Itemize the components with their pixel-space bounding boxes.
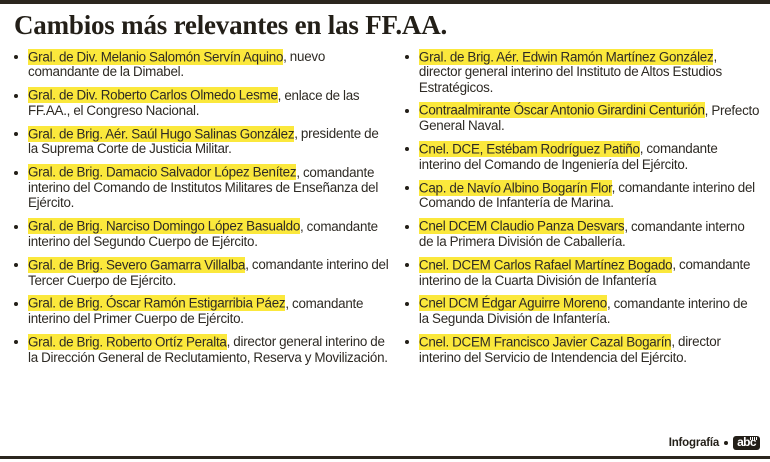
list-item: Cap. de Navío Albino Bogarín Flor, coman… xyxy=(403,179,760,211)
item-highlight: Cnel. DCEM Carlos Rafael Martínez Bogado xyxy=(418,256,673,273)
list-item: Gral. de Div. Melanio Salomón Servín Aqu… xyxy=(12,48,389,80)
right-item-list: Gral. de Brig. Aér. Edwin Ramón Martínez… xyxy=(403,48,760,365)
list-item: Gral. de Div. Roberto Carlos Olmedo Lesm… xyxy=(12,87,389,119)
item-rest: , comandante interino de la Segunda Divi… xyxy=(418,295,748,327)
list-item: Gral. de Brig. Severo Gamarra Villalba, … xyxy=(12,256,389,288)
list-item: Cnel. DCEM Francisco Javier Cazal Bogarí… xyxy=(403,333,760,365)
left-item-list: Gral. de Div. Melanio Salomón Servín Aqu… xyxy=(12,48,389,365)
list-item: Gral. de Brig. Narciso Domingo López Bas… xyxy=(12,218,389,250)
item-rest: , director general interino de la Direcc… xyxy=(28,334,388,365)
item-highlight: Gral. de Div. Roberto Carlos Olmedo Lesm… xyxy=(28,87,278,104)
page-title: Cambios más relevantes en las FF.AA. xyxy=(14,10,448,40)
item-highlight: Cnel DCEM Claudio Panza Desvars xyxy=(418,218,625,235)
list-item: Gral. de Brig. Óscar Ramón Estigarribia … xyxy=(12,295,389,327)
abc-logo: abc xyxy=(733,436,760,450)
item-rest: , comandante interino del Comando de Inf… xyxy=(418,180,755,211)
footer-credit: Infografía abc xyxy=(669,436,760,450)
list-item: Cnel DCM Édgar Aguirre Moreno, comandant… xyxy=(403,295,760,327)
list-item: Cnel. DCEM Carlos Rafael Martínez Bogado… xyxy=(403,256,760,288)
item-rest: , enlace de las FF.AA., el Congreso Naci… xyxy=(28,87,360,118)
list-item: Gral. de Brig. Roberto Ortíz Peralta, di… xyxy=(12,333,389,365)
item-highlight: Cnel. DCE, Estébam Rodríguez Patiño xyxy=(418,140,640,157)
content-columns: Gral. de Div. Melanio Salomón Servín Aqu… xyxy=(0,40,770,365)
item-highlight: Gral. de Brig. Óscar Ramón Estigarribia … xyxy=(28,295,286,312)
list-item: Cnel. DCE, Estébam Rodríguez Patiño, com… xyxy=(403,140,760,172)
bottom-rule xyxy=(0,456,770,459)
item-rest: , director interino del Servicio de Inte… xyxy=(418,334,721,365)
list-item: Gral. de Brig. Aér. Edwin Ramón Martínez… xyxy=(403,48,760,95)
right-column: Gral. de Brig. Aér. Edwin Ramón Martínez… xyxy=(395,48,764,365)
footer-label: Infografía xyxy=(668,437,720,449)
left-column: Gral. de Div. Melanio Salomón Servín Aqu… xyxy=(6,48,395,365)
list-item: Cnel DCEM Claudio Panza Desvars, comanda… xyxy=(403,218,760,250)
item-highlight: Gral. de Brig. Roberto Ortíz Peralta xyxy=(28,333,227,350)
bullet-dot-icon xyxy=(724,441,729,445)
item-rest: , comandante interno de la Primera Divis… xyxy=(418,218,745,249)
item-highlight: Cap. de Navío Albino Bogarín Flor xyxy=(418,179,612,196)
item-rest: , comandante interino del Comando de Ing… xyxy=(418,141,718,172)
item-highlight: Cnel DCM Édgar Aguirre Moreno xyxy=(418,295,607,312)
item-highlight: Gral. de Brig. Damacio Salvador López Be… xyxy=(28,164,297,181)
item-rest: , comandante interino del Segundo Cuerpo… xyxy=(28,218,378,249)
item-highlight: Gral. de Div. Melanio Salomón Servín Aqu… xyxy=(28,48,284,65)
item-highlight: Gral. de Brig. Severo Gamarra Villalba xyxy=(28,256,246,273)
item-rest: , comandante interino del Primer Cuerpo … xyxy=(28,295,364,327)
item-highlight: Gral. de Brig. Narciso Domingo López Bas… xyxy=(28,218,301,235)
item-rest: , comandante interino del Comando de Ins… xyxy=(28,164,379,211)
item-highlight: Cnel. DCEM Francisco Javier Cazal Bogarí… xyxy=(418,333,672,350)
item-highlight: Contraalmirante Óscar Antonio Girardini … xyxy=(418,102,705,119)
list-item: Contraalmirante Óscar Antonio Girardini … xyxy=(403,102,760,134)
item-rest: , comandante interino del Tercer Cuerpo … xyxy=(28,257,389,288)
abc-logo-stripes-icon xyxy=(750,437,757,440)
item-rest: , comandante interino de la Cuarta Divis… xyxy=(418,257,751,288)
item-highlight: Gral. de Brig. Aér. Edwin Ramón Martínez… xyxy=(418,48,714,65)
item-rest: , Prefecto General Naval. xyxy=(418,102,760,134)
item-rest: , nuevo comandante de la Dimabel. xyxy=(28,49,326,80)
item-rest: , presidente de la Suprema Corte de Just… xyxy=(28,126,379,157)
item-highlight: Gral. de Brig. Aér. Saúl Hugo Salinas Go… xyxy=(28,125,295,142)
list-item: Gral. de Brig. Aér. Saúl Hugo Salinas Go… xyxy=(12,125,389,157)
list-item: Gral. de Brig. Damacio Salvador López Be… xyxy=(12,164,389,211)
item-rest: , director general interino del Institut… xyxy=(418,49,722,95)
